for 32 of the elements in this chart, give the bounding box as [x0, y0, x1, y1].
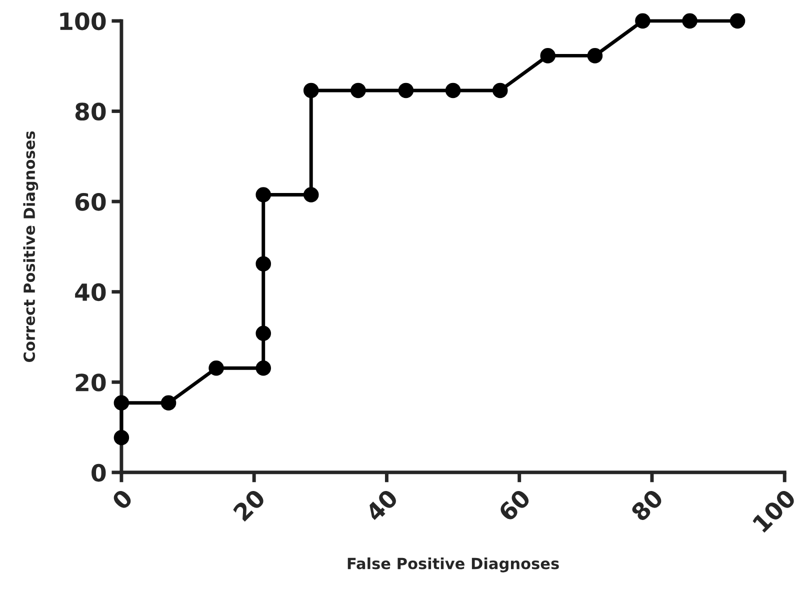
x-tick-label: 40	[364, 488, 399, 522]
point	[635, 13, 650, 29]
y-tick-label: 80	[75, 102, 106, 121]
point	[160, 395, 176, 411]
point	[445, 82, 461, 98]
x-axis-title: False Positive Diagnoses	[348, 557, 559, 572]
y-tick-label: 20	[76, 374, 106, 392]
x-tick-label: 80	[630, 488, 664, 522]
y-axis-title: Correct Positive Diagnoses	[23, 131, 38, 362]
point	[730, 13, 746, 29]
point	[256, 360, 272, 376]
x-tick-label: 0	[110, 488, 134, 511]
y-tick-label: 40	[75, 283, 106, 302]
y-tick-label: 0	[92, 464, 106, 482]
y-tick-label: 100	[60, 12, 106, 30]
point	[587, 48, 603, 64]
point	[114, 430, 130, 446]
point	[256, 187, 272, 202]
point	[256, 256, 272, 272]
point	[492, 82, 508, 98]
point	[208, 360, 224, 376]
point	[114, 395, 130, 411]
x-tick-label: 20	[232, 488, 266, 522]
point	[540, 48, 556, 64]
point	[303, 187, 319, 202]
point	[350, 82, 366, 98]
point	[682, 13, 698, 29]
x-tick-label: 60	[497, 488, 532, 522]
point	[303, 82, 319, 98]
point	[256, 326, 272, 341]
y-tick-label: 60	[75, 192, 106, 211]
point	[398, 82, 414, 98]
